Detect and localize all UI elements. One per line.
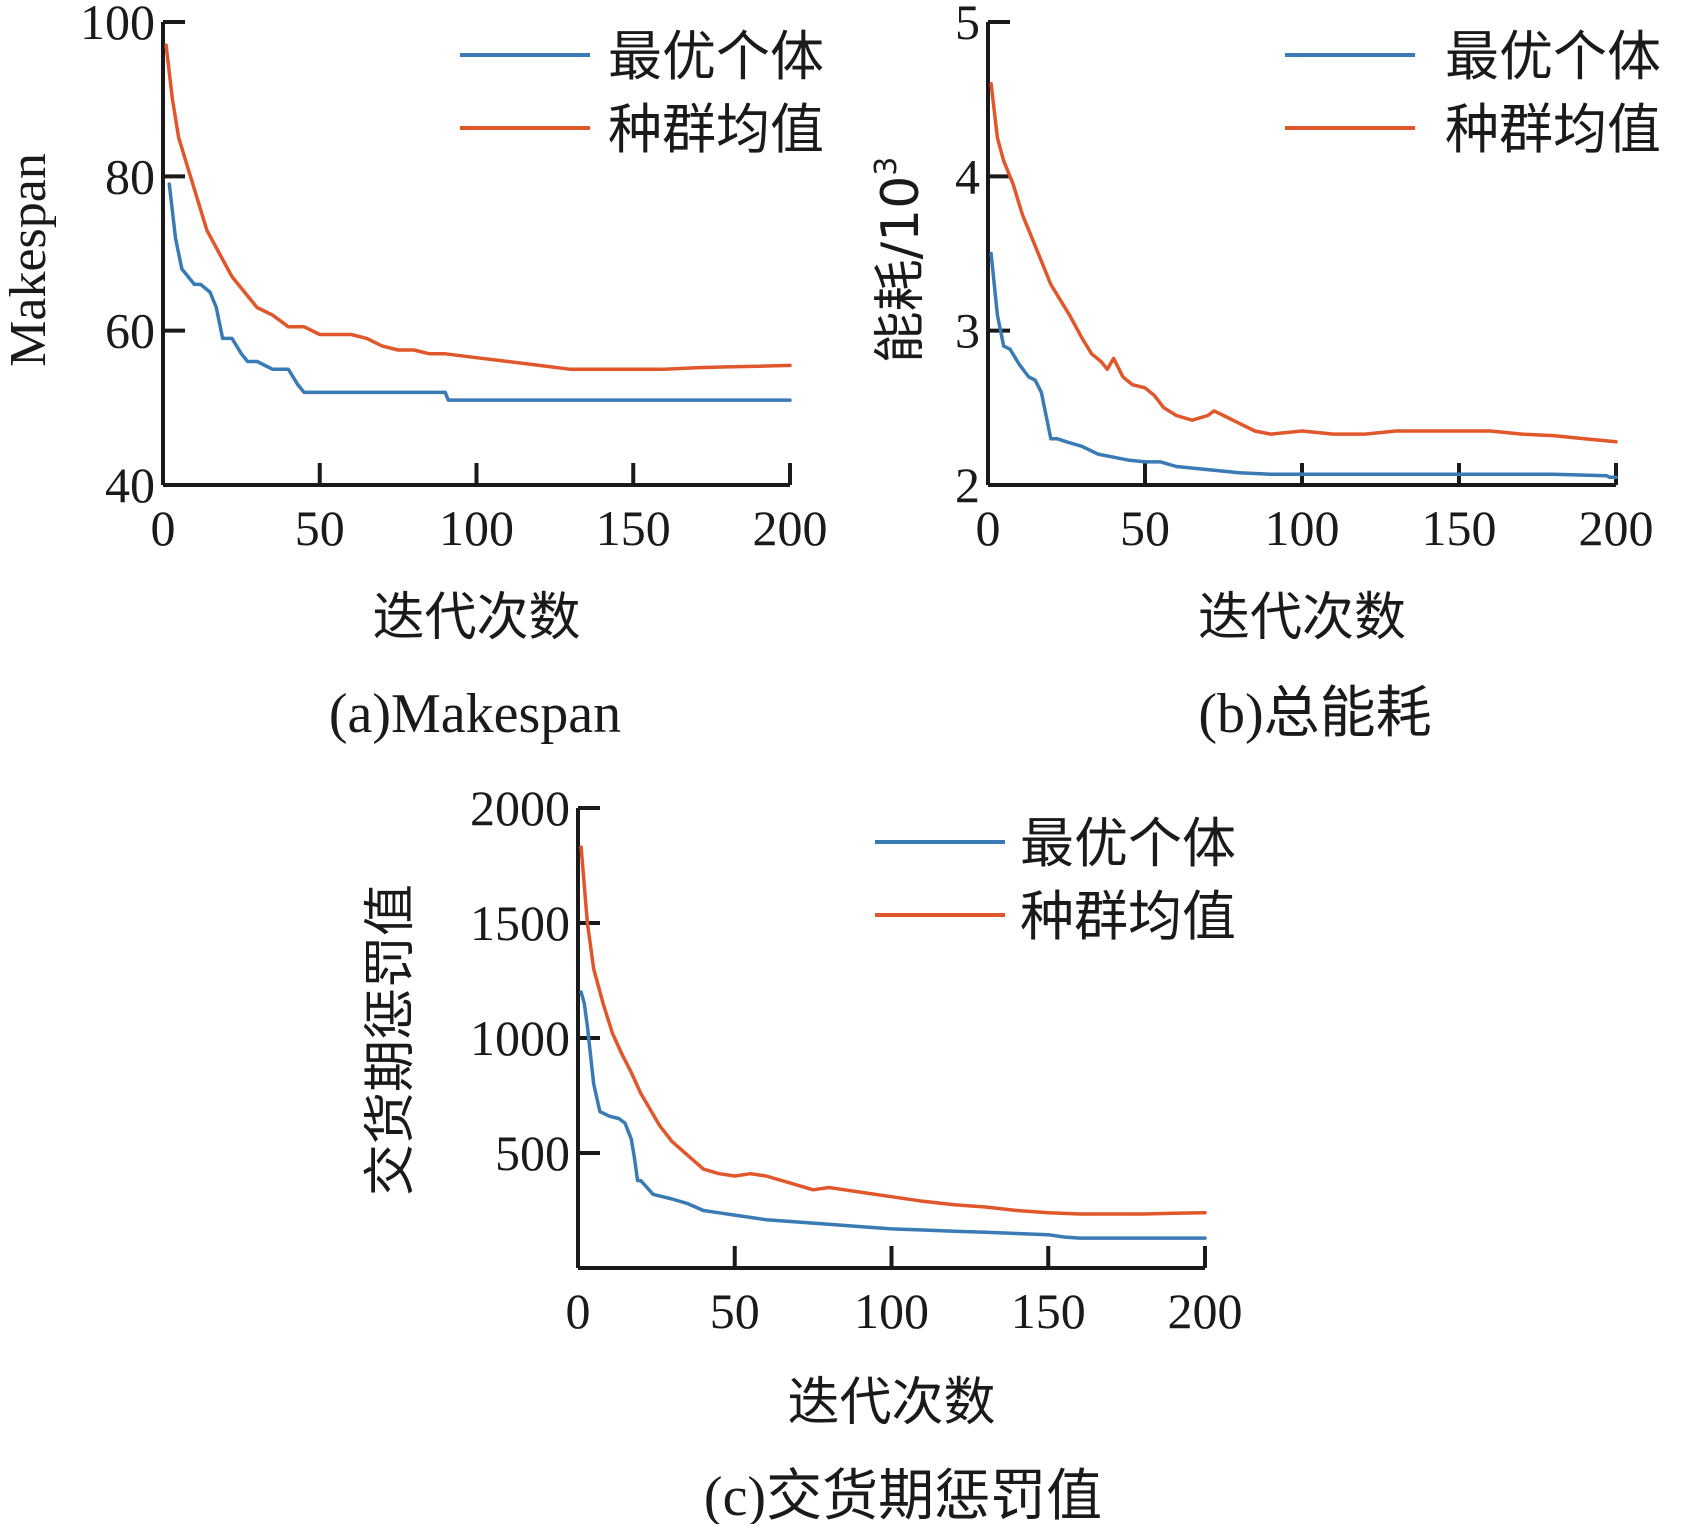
x-tick-label: 200 bbox=[1579, 500, 1654, 556]
x-tick-label: 0 bbox=[976, 500, 1001, 556]
x-axis-title: 迭代次数 bbox=[787, 1373, 995, 1433]
x-tick-label: 50 bbox=[710, 1283, 760, 1339]
panel-caption: (c)交货期惩罚值 bbox=[704, 1466, 1102, 1524]
y-tick-label: 80 bbox=[105, 148, 155, 204]
series-line-mean bbox=[164, 43, 792, 372]
y-axis-title-superscript: 3 bbox=[869, 157, 904, 176]
series-line-best bbox=[167, 182, 792, 402]
y-tick-label: 1000 bbox=[470, 1010, 570, 1066]
series-line-best bbox=[989, 251, 1618, 480]
legend-label: 最优个体 bbox=[1020, 812, 1236, 875]
series-line-mean bbox=[989, 81, 1618, 444]
x-tick-label: 200 bbox=[1168, 1283, 1243, 1339]
x-tick-label: 100 bbox=[439, 500, 514, 556]
legend-label: 最优个体 bbox=[608, 25, 824, 88]
x-tick-label: 150 bbox=[596, 500, 671, 556]
y-axis-title: Makespan bbox=[0, 153, 57, 367]
x-tick-label: 200 bbox=[753, 500, 828, 556]
y-tick-label: 500 bbox=[495, 1125, 570, 1181]
panel-caption: (a)Makespan bbox=[329, 683, 621, 745]
y-axis-title-text: Makespan bbox=[0, 153, 57, 367]
y-tick-label: 1500 bbox=[470, 895, 570, 951]
y-axis-title: 能耗/103 bbox=[869, 157, 931, 364]
x-axis-title: 迭代次数 bbox=[1198, 588, 1406, 648]
y-tick-label: 5 bbox=[955, 0, 980, 50]
x-tick-label: 50 bbox=[295, 500, 345, 556]
series-line-best bbox=[579, 990, 1207, 1240]
x-tick-label: 100 bbox=[854, 1283, 929, 1339]
y-axis-title-text: 交货期惩罚值 bbox=[361, 884, 421, 1196]
legend-label: 最优个体 bbox=[1445, 25, 1661, 88]
y-axis-title-text: 能耗/10 bbox=[871, 176, 931, 364]
y-tick-label: 40 bbox=[105, 457, 155, 513]
legend-label: 种群均值 bbox=[1020, 885, 1236, 948]
y-tick-label: 100 bbox=[80, 0, 155, 50]
y-axis-title: 交货期惩罚值 bbox=[361, 884, 421, 1196]
y-tick-label: 60 bbox=[105, 303, 155, 359]
legend-label: 种群均值 bbox=[608, 98, 824, 161]
x-tick-label: 100 bbox=[1265, 500, 1340, 556]
x-tick-label: 0 bbox=[566, 1283, 591, 1339]
x-axis-title: 迭代次数 bbox=[372, 588, 580, 648]
y-tick-label: 2000 bbox=[470, 780, 570, 836]
x-tick-label: 150 bbox=[1422, 500, 1497, 556]
series-line-mean bbox=[579, 845, 1207, 1216]
panel-caption: (b)总能耗 bbox=[1198, 683, 1431, 745]
x-tick-label: 50 bbox=[1120, 500, 1170, 556]
y-tick-label: 4 bbox=[955, 148, 980, 204]
legend-label: 种群均值 bbox=[1445, 98, 1661, 161]
x-tick-label: 150 bbox=[1011, 1283, 1086, 1339]
y-tick-label: 2 bbox=[955, 457, 980, 513]
x-tick-label: 0 bbox=[151, 500, 176, 556]
y-tick-label: 3 bbox=[955, 303, 980, 359]
